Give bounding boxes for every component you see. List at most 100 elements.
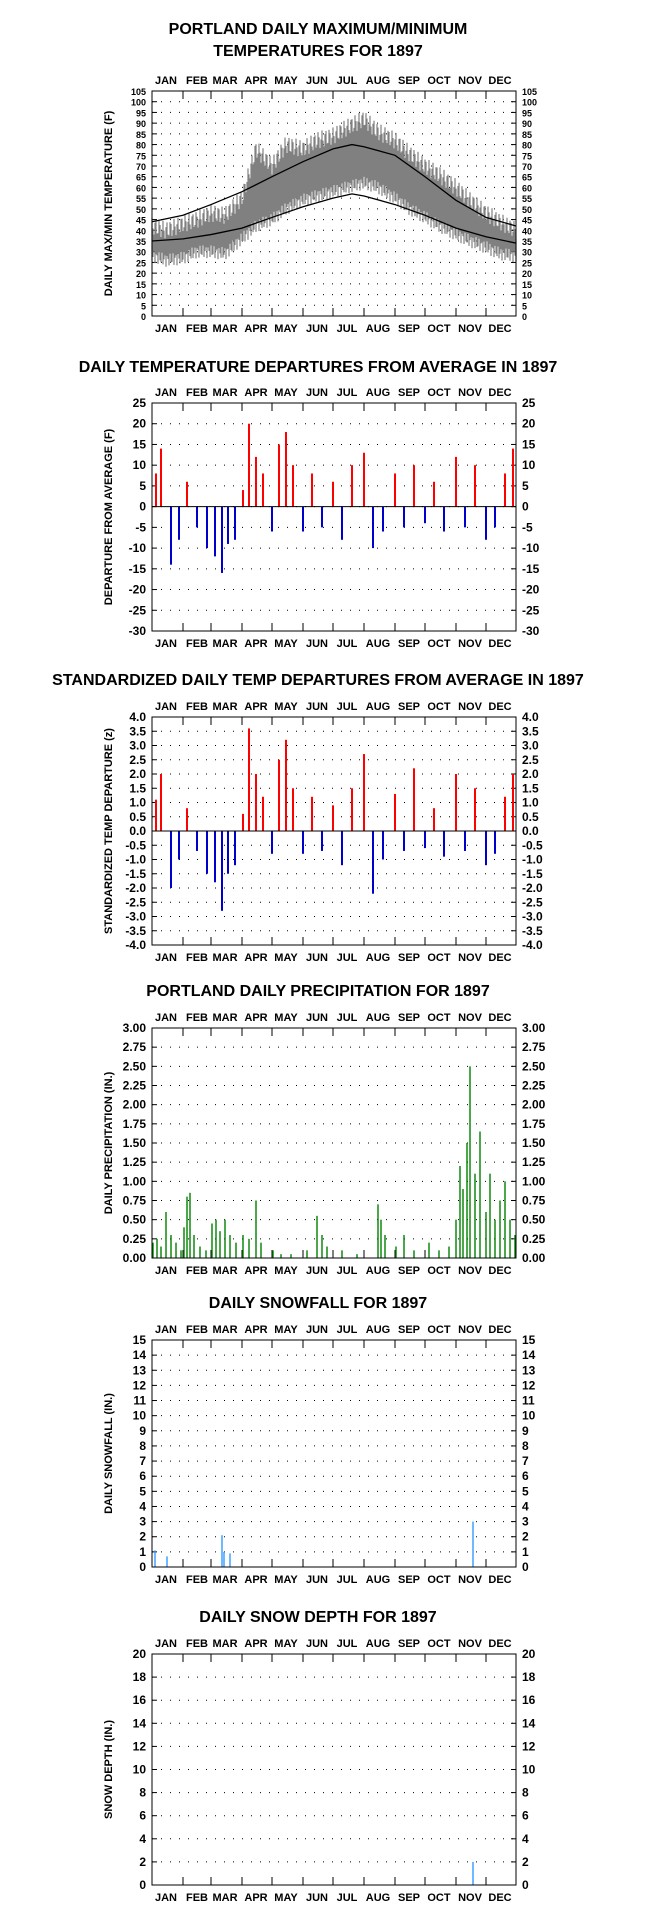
y-tick-label: 2.5 — [129, 753, 146, 767]
y-tick-label: 16 — [522, 1693, 536, 1707]
y-tick-label: -5 — [135, 520, 146, 534]
y-tick-label: 60 — [522, 183, 532, 193]
y-tick-label: 10 — [522, 1763, 536, 1777]
data-bar — [262, 473, 264, 507]
month-label-top: JUN — [306, 387, 328, 399]
data-bar — [170, 506, 172, 565]
month-label-bottom: JUL — [337, 1265, 358, 1277]
month-label-top: APR — [244, 1638, 267, 1650]
y-tick-label: 8 — [522, 1439, 529, 1453]
data-bar — [459, 1166, 461, 1258]
month-label-top: DEC — [488, 75, 511, 87]
month-label-top: JAN — [155, 1012, 177, 1024]
y-tick-label: 1.0 — [129, 796, 146, 810]
y-tick-label: 2.00 — [522, 1098, 546, 1112]
y-tick-label: 1.75 — [123, 1117, 147, 1131]
data-bar — [382, 831, 384, 860]
data-bar — [443, 831, 445, 857]
data-bar — [152, 1242, 154, 1258]
y-tick-label: 13 — [133, 1363, 147, 1377]
data-bar — [156, 1238, 158, 1258]
y-tick-label: -30 — [522, 624, 540, 638]
y-tick-label: 35 — [136, 237, 146, 247]
y-tick-label: 105 — [522, 87, 537, 97]
month-label-bottom: JAN — [155, 638, 177, 650]
y-tick-label: 0.75 — [123, 1194, 147, 1208]
month-label-bottom: JUN — [306, 1574, 328, 1586]
data-bar — [489, 1173, 491, 1258]
y-tick-label: 1.00 — [522, 1174, 546, 1188]
y-tick-label: -3.0 — [125, 910, 146, 924]
month-label-bottom: MAY — [274, 638, 298, 650]
y-tick-label: -4.0 — [125, 938, 146, 952]
month-label-bottom: SEP — [398, 952, 420, 964]
month-label-top: DEC — [488, 1638, 511, 1650]
data-bar — [234, 506, 236, 540]
month-label-bottom: DEC — [488, 952, 511, 964]
month-label-top: OCT — [427, 1012, 451, 1024]
y-tick-label: 0.50 — [522, 1213, 546, 1227]
month-label-bottom: NOV — [458, 1574, 483, 1586]
y-tick-label: 9 — [139, 1424, 146, 1438]
chart-depth: DAILY SNOW DEPTH FOR 1897 JAN JAN FEB FEB MAR… — [103, 1609, 536, 1904]
month-label-bottom: JUN — [306, 1892, 328, 1904]
data-bar — [234, 831, 236, 866]
data-bar — [363, 754, 365, 831]
y-tick-label: 85 — [136, 130, 146, 140]
month-label-bottom: APR — [244, 323, 267, 335]
y-tick-label: 18 — [522, 1670, 536, 1684]
y-tick-label: 15 — [133, 437, 147, 451]
data-bar — [474, 465, 476, 507]
y-tick-label: -30 — [129, 624, 147, 638]
data-bar — [285, 432, 287, 507]
y-tick-label: 5 — [139, 1484, 146, 1498]
data-bar — [178, 831, 180, 860]
y-tick-label: 2 — [522, 1530, 529, 1544]
y-tick-label: 12 — [133, 1739, 147, 1753]
data-bar — [170, 831, 172, 888]
month-label-bottom: MAR — [212, 1574, 237, 1586]
data-bar — [384, 1235, 386, 1258]
month-label-top: AUG — [366, 1638, 390, 1650]
month-label-top: SEP — [398, 387, 420, 399]
month-label-top: APR — [244, 75, 267, 87]
data-bar — [433, 808, 435, 831]
y-tick-label: 2.5 — [522, 753, 539, 767]
y-tick-label: 1.5 — [129, 781, 146, 795]
y-tick-label: 3.00 — [123, 1021, 147, 1035]
month-label-top: FEB — [186, 387, 208, 399]
month-label-top: JUN — [306, 701, 328, 713]
data-bar — [321, 831, 323, 851]
data-bar — [242, 813, 244, 831]
data-bar — [332, 805, 334, 831]
chart-title: TEMPERATURES FOR 1897 — [213, 43, 423, 60]
y-tick-label: -1.0 — [125, 853, 146, 867]
data-bar — [155, 799, 157, 831]
month-label-top: JUN — [306, 75, 328, 87]
y-tick-label: 45 — [136, 216, 146, 226]
data-bar — [155, 473, 157, 507]
month-label-bottom: MAR — [212, 1265, 237, 1277]
month-label-bottom: JAN — [155, 952, 177, 964]
data-bar — [165, 1212, 167, 1258]
y-tick-label: 40 — [522, 226, 532, 236]
month-label-top: JUL — [337, 387, 358, 399]
y-tick-label: 95 — [136, 108, 146, 118]
data-bar — [311, 796, 313, 831]
data-bar — [221, 831, 223, 911]
plot-frame — [151, 90, 517, 317]
data-bar — [311, 473, 313, 507]
y-tick-label: 80 — [136, 141, 146, 151]
data-bar — [175, 1242, 177, 1258]
chart-dep: DAILY TEMPERATURE DEPARTURES FROM AVERAG… — [79, 359, 558, 650]
month-label-bottom: JUN — [306, 638, 328, 650]
normal-temp-line — [151, 193, 517, 244]
data-bar — [211, 1223, 213, 1258]
y-tick-label: 80 — [522, 141, 532, 151]
month-label-top: AUG — [366, 1324, 390, 1336]
month-label-bottom: JAN — [155, 323, 177, 335]
month-label-bottom: MAY — [274, 323, 298, 335]
month-label-bottom: DEC — [488, 638, 511, 650]
month-label-bottom: DEC — [488, 323, 511, 335]
data-bar — [443, 506, 445, 532]
